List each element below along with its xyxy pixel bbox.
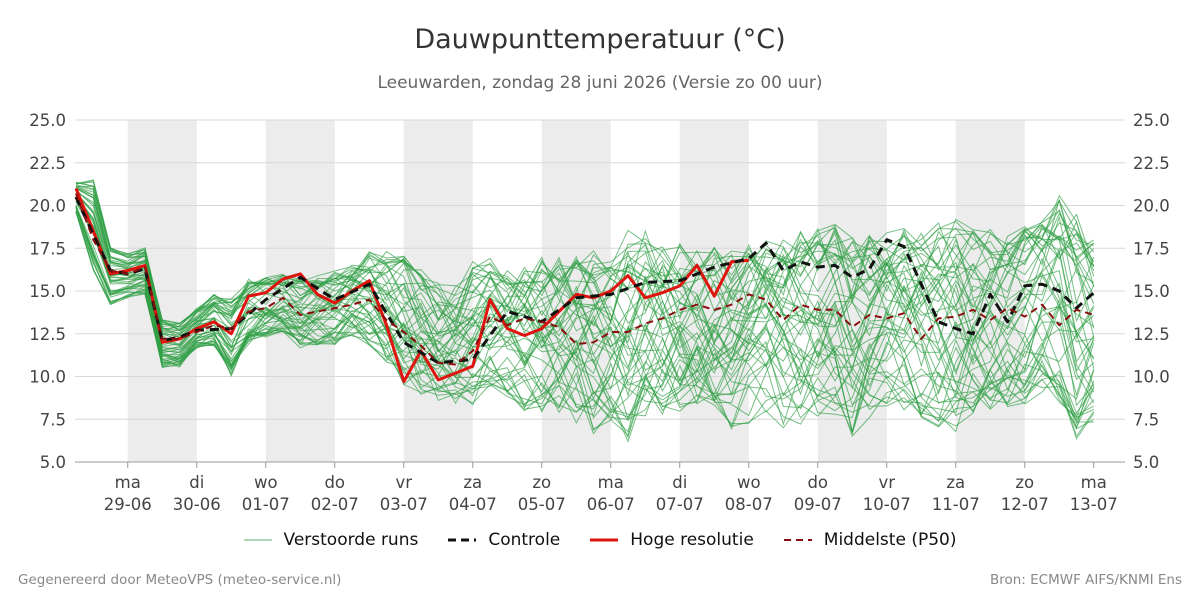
- ensemble-member-line: [75, 196, 1095, 382]
- x-tick-date: 08-07: [725, 495, 773, 514]
- y-tick-right: 12.5: [1133, 325, 1170, 344]
- ensemble-member-line: [75, 206, 1095, 413]
- x-tick-date: 10-07: [863, 495, 911, 514]
- ensemble-member-line: [76, 186, 1094, 418]
- ensemble-member-line: [75, 180, 1095, 345]
- legend-item-hoge-resolutie[interactable]: Hoge resolutie: [590, 530, 754, 550]
- x-tick-day: ma: [115, 473, 141, 492]
- y-tick-right: 22.5: [1133, 154, 1170, 173]
- x-tick-day: di: [189, 473, 204, 492]
- legend-item-verstoorde-runs[interactable]: Verstoorde runs: [243, 530, 419, 550]
- x-tick-date: 29-06: [104, 495, 152, 514]
- legend-swatch-black-dashed: [448, 538, 477, 542]
- y-tick-left: 22.5: [29, 154, 66, 173]
- controle-line: [74, 196, 1095, 365]
- x-tick-day: do: [324, 473, 345, 492]
- legend-swatch-thin-green: [243, 539, 272, 541]
- y-tick-left: 17.5: [29, 239, 66, 258]
- ensemble-member-line: [75, 205, 1095, 435]
- x-tick-date: 05-07: [518, 495, 566, 514]
- y-tick-left: 25.0: [29, 111, 66, 130]
- x-tick-date: 30-06: [173, 495, 221, 514]
- x-tick-date: 12-07: [1001, 495, 1049, 514]
- x-tick-day: zo: [1015, 473, 1034, 492]
- legend-label: Controle: [488, 530, 561, 550]
- ensemble-member-line: [75, 197, 1095, 402]
- x-tick-day: vr: [878, 473, 895, 492]
- ensemble-member-line: [75, 189, 1095, 419]
- ensemble-member-line: [75, 206, 1095, 440]
- x-tick-day: do: [807, 473, 828, 492]
- x-tick-day: za: [463, 473, 482, 492]
- x-tick-day: zo: [532, 473, 551, 492]
- y-tick-left: 12.5: [29, 325, 66, 344]
- y-tick-right: 5.0: [1133, 453, 1159, 472]
- legend-swatch-red-solid: [590, 538, 619, 542]
- legend-label: Middelste (P50): [823, 530, 957, 550]
- x-tick-day: za: [946, 473, 965, 492]
- x-tick-date: 01-07: [242, 495, 290, 514]
- ensemble-member-line: [75, 197, 1095, 356]
- x-tick-date: 11-07: [932, 495, 980, 514]
- y-tick-right: 20.0: [1133, 197, 1170, 216]
- ensemble-member-line: [75, 197, 1095, 429]
- y-tick-right: 7.5: [1133, 410, 1159, 429]
- legend-label: Verstoorde runs: [283, 530, 419, 550]
- y-tick-right: 17.5: [1133, 239, 1170, 258]
- y-tick-left: 20.0: [29, 197, 66, 216]
- p50-line: [75, 193, 1095, 366]
- main-series: [74, 187, 1095, 384]
- legend-label: Hoge resolutie: [630, 530, 754, 550]
- chart-subtitle: Leeuwarden, zondag 28 juni 2026 (Versie …: [377, 73, 823, 93]
- axes: 5.0 5.0 7.5 7.5 10.0 10.0 12.5 12.5 15.0 15.0 17.5…: [29, 111, 1170, 514]
- x-tick-date: 09-07: [794, 495, 842, 514]
- y-tick-right: 25.0: [1133, 111, 1170, 130]
- ensemble-member-line: [75, 198, 1095, 425]
- x-tick-date: 07-07: [656, 495, 704, 514]
- legend-item-middelste-p50[interactable]: Middelste (P50): [783, 530, 957, 550]
- legend-swatch-darkred-dashed: [783, 539, 812, 541]
- ensemble-members: [75, 179, 1095, 443]
- x-tick-date: 02-07: [311, 495, 359, 514]
- ensemble-member-line: [75, 207, 1095, 416]
- ensemble-member-line: [75, 185, 1095, 359]
- y-tick-right: 15.0: [1133, 282, 1170, 301]
- legend-item-controle[interactable]: Controle: [448, 530, 560, 550]
- ensemble-member-line: [75, 193, 1095, 425]
- footer-generated-by: Gegenereerd door MeteoVPS (meteo-service…: [18, 572, 342, 588]
- ensemble-member-line: [75, 200, 1094, 423]
- ensemble-member-line: [75, 181, 1095, 429]
- x-tick-date: 03-07: [380, 495, 428, 514]
- chart-title: Dauwpunttemperatuur (°C): [414, 24, 786, 55]
- ensemble-member-line: [75, 181, 1095, 422]
- y-tick-left: 10.0: [29, 368, 66, 387]
- legend: Verstoorde runs Controle Hoge resolutie …: [0, 530, 1200, 550]
- x-tick-day: vr: [395, 473, 412, 492]
- x-tick-day: di: [672, 473, 687, 492]
- x-tick-date: 04-07: [449, 495, 497, 514]
- x-tick-date: 06-07: [587, 495, 635, 514]
- y-tick-left: 5.0: [40, 453, 66, 472]
- ensemble-member-line: [75, 210, 1095, 408]
- y-tick-left: 15.0: [29, 282, 66, 301]
- x-tick-day: wo: [254, 473, 278, 492]
- ensemble-member-line: [75, 205, 1095, 431]
- x-tick-day: wo: [737, 473, 761, 492]
- x-tick-day: ma: [598, 473, 624, 492]
- x-tick-day: ma: [1081, 473, 1107, 492]
- ensemble-member-line: [75, 212, 1095, 371]
- x-tick-date: 13-07: [1070, 495, 1118, 514]
- y-tick-right: 10.0: [1133, 368, 1170, 387]
- y-tick-left: 7.5: [40, 410, 66, 429]
- footer-source: Bron: ECMWF AIFS/KNMI Ens: [989, 572, 1182, 588]
